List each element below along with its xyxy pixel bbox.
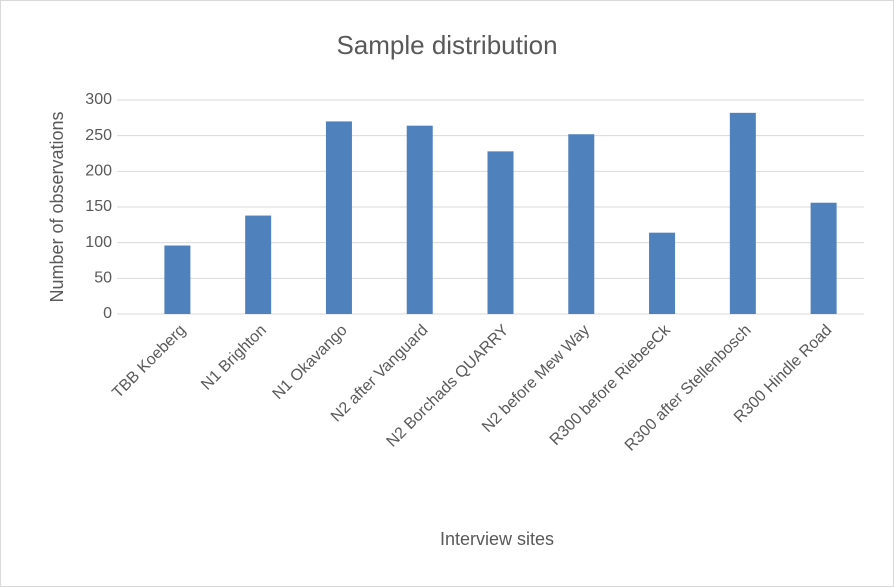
bar: [810, 202, 837, 314]
chart-title: Sample distribution: [336, 30, 557, 60]
bar: [487, 151, 514, 314]
y-tick-label: 150: [85, 198, 112, 215]
y-tick-label: 250: [85, 127, 112, 144]
y-tick-label: 0: [103, 305, 112, 322]
bar: [649, 232, 676, 314]
x-axis-label: Interview sites: [440, 529, 554, 549]
bar: [245, 215, 272, 314]
bar: [568, 134, 595, 314]
bar: [164, 245, 191, 314]
bar: [729, 112, 756, 314]
y-tick-label: 50: [94, 270, 112, 287]
y-tick-label: 100: [85, 234, 112, 251]
bar: [325, 121, 352, 315]
bar: [406, 125, 433, 315]
y-tick-label: 200: [85, 163, 112, 180]
y-axis-label: Number of observations: [47, 111, 67, 302]
y-tick-label: 300: [85, 91, 112, 108]
